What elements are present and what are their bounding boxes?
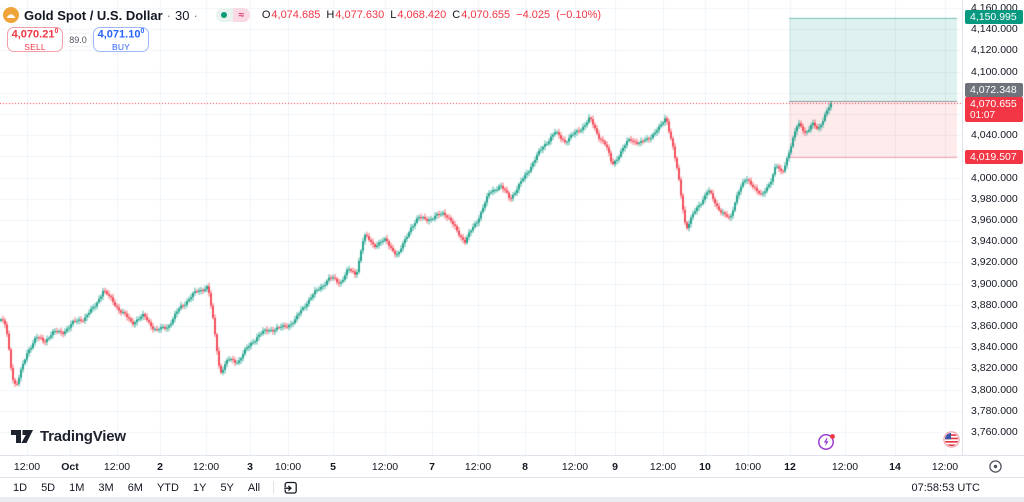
sell-label: SELL — [24, 41, 46, 52]
time-tick-label: 10 — [699, 461, 711, 473]
range-button-5d[interactable]: 5D — [41, 481, 56, 494]
price-tick-label: 4,120.000 — [971, 44, 1018, 57]
range-button-3m[interactable]: 3M — [98, 481, 114, 494]
high-value: 4,077.630 — [335, 9, 385, 21]
go-to-date-icon — [284, 481, 297, 494]
price-tick-label: 3,800.000 — [971, 383, 1018, 396]
last-price-tag: 4,070.655 01:07 — [965, 96, 1023, 122]
price-tick-label: 3,820.000 — [971, 362, 1018, 375]
time-tick-label: 9 — [612, 461, 618, 473]
range-button-all[interactable]: All — [247, 481, 261, 494]
buy-label: BUY — [111, 41, 131, 52]
tradingview-logo[interactable]: TradingView — [10, 428, 126, 445]
delayed-data-icon: ≈ — [232, 8, 250, 22]
time-tick-label: 10:00 — [734, 461, 762, 473]
tradingview-logo-text: TradingView — [40, 428, 126, 445]
close-value: 4,070.655 — [461, 9, 511, 21]
spread-value: 89.0 — [65, 33, 91, 46]
price-tick-label: 3,920.000 — [971, 256, 1018, 269]
buy-price: 4,071.10 — [97, 28, 141, 41]
time-tick-label: 12:00 — [649, 461, 677, 473]
stop-price-tag: 4,019.507 — [965, 149, 1023, 164]
sell-price: 4,070.21 — [11, 28, 55, 41]
time-tick-label: Oct — [61, 461, 79, 473]
time-tick-label: 14 — [889, 461, 901, 473]
range-button-1m[interactable]: 1M — [69, 481, 85, 494]
low-label: L — [390, 9, 397, 21]
countdown-timer: 01:07 — [970, 109, 996, 121]
chart-plot-area[interactable] — [0, 0, 962, 455]
market-open-dot-icon — [215, 8, 233, 22]
tradingview-logo-icon — [10, 429, 34, 444]
interval-value[interactable]: 30 — [175, 7, 190, 23]
range-button-1d[interactable]: 1D — [13, 481, 28, 494]
time-tick-label: 8 — [522, 461, 528, 473]
price-tick-label: 4,000.000 — [971, 171, 1018, 184]
bottom-edge-strip — [0, 497, 1024, 502]
price-tick-label: 3,880.000 — [971, 298, 1018, 311]
time-tick-label: 12:00 — [561, 461, 589, 473]
change-percent: (−0.10%) — [556, 9, 602, 21]
open-label: O — [261, 9, 271, 21]
symbol-title[interactable]: Gold Spot / U.S. Dollar — [24, 7, 163, 23]
change-value: −4.025 — [516, 9, 551, 21]
market-status-pill[interactable]: ≈ — [215, 8, 250, 22]
price-tick-label: 3,900.000 — [971, 277, 1018, 290]
sell-button[interactable]: 4,070.210 SELL — [7, 27, 63, 52]
timezone-settings-icon[interactable] — [988, 459, 1003, 479]
sell-price-sup: 0 — [54, 27, 59, 35]
price-tick-label: 3,860.000 — [971, 320, 1018, 332]
title-separator-2: · — [193, 7, 198, 23]
utc-clock[interactable]: 07:58:53 UTC — [911, 481, 980, 494]
buy-button[interactable]: 4,071.100 BUY — [93, 27, 149, 52]
time-tick-label: 12:00 — [371, 461, 399, 473]
entry-price-tag: 4,072.348 — [965, 82, 1023, 97]
price-tick-label: 4,100.000 — [971, 65, 1018, 78]
target-price-tag: 4,150.995 — [965, 10, 1023, 24]
range-button-5y[interactable]: 5Y — [220, 481, 234, 494]
range-button-1y[interactable]: 1Y — [192, 481, 207, 494]
price-tick-label: 3,760.000 — [971, 426, 1018, 438]
economic-event-lightning-icon[interactable] — [817, 432, 837, 457]
low-value: 4,068.420 — [397, 9, 447, 21]
price-tick-label: 4,040.000 — [971, 129, 1018, 142]
price-tick-label: 3,780.000 — [971, 404, 1018, 417]
time-tick-label: 12:00 — [13, 461, 41, 473]
gold-coin-icon — [3, 7, 19, 23]
time-tick-label: 3 — [247, 461, 253, 473]
price-tick-label: 3,980.000 — [971, 192, 1018, 205]
bottom-toolbar: 1D 5D 1M 3M 6M YTD 1Y 5Y All 07:58:53 UTC — [0, 477, 1024, 497]
time-tick-label: 12:00 — [103, 461, 131, 473]
high-label: H — [326, 9, 335, 21]
time-tick-label: 12:00 — [192, 461, 220, 473]
buy-price-sup: 0 — [140, 27, 145, 35]
price-axis[interactable]: 4,160.000 4,140.000 4,120.000 4,100.000 4,04… — [962, 0, 1024, 455]
go-to-date-button[interactable] — [282, 479, 299, 496]
price-tick-label: 3,960.000 — [971, 214, 1018, 226]
time-tick-label: 12:00 — [831, 461, 859, 473]
time-axis[interactable]: 12:00 Oct 12:00 2 12:00 3 10:00 5 12:00 7 12:00 8 12… — [0, 455, 1024, 477]
price-tick-label: 3,940.000 — [971, 235, 1018, 248]
open-value: 4,074.685 — [271, 9, 321, 21]
time-tick-label: 2 — [157, 461, 163, 473]
range-buttons: 1D 5D 1M 3M 6M YTD 1Y 5Y All — [6, 480, 267, 496]
price-tick-label: 3,840.000 — [971, 341, 1018, 354]
time-tick-label: 12:00 — [931, 461, 959, 473]
range-button-ytd[interactable]: YTD — [156, 481, 179, 494]
time-tick-label: 12 — [784, 461, 796, 473]
close-label: C — [452, 9, 461, 21]
ohlc-readout: O4,074.685 H4,077.630 L4,068.420 C4,070.… — [262, 9, 601, 21]
time-tick-label: 7 — [429, 461, 435, 473]
us-flag-event-icon[interactable] — [943, 431, 960, 453]
time-tick-label: 10:00 — [274, 461, 302, 473]
price-tick-label: 4,140.000 — [971, 23, 1018, 36]
title-separator: · — [166, 7, 172, 23]
buy-sell-widget: 4,070.210 SELL 89.0 4,071.100 BUY — [7, 27, 149, 52]
range-button-6m[interactable]: 6M — [127, 481, 143, 494]
toolbar-divider — [273, 481, 275, 494]
time-tick-label: 12:00 — [464, 461, 492, 473]
time-tick-label: 5 — [330, 461, 336, 473]
